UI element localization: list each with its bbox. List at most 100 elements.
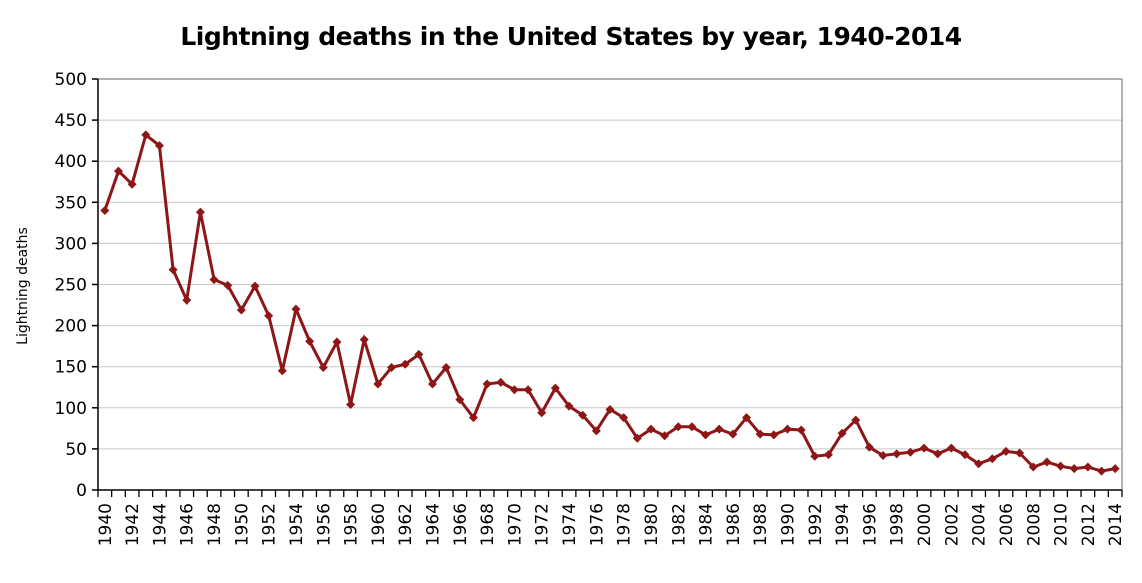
data-point-marker (782, 424, 792, 434)
x-tick-label: 1960 (369, 503, 389, 546)
x-tick-label: 2012 (1079, 503, 1099, 546)
data-point-marker (1001, 446, 1011, 456)
x-tick-label: 1966 (451, 503, 471, 546)
x-tick-label: 2010 (1052, 503, 1072, 546)
data-point-marker (769, 430, 779, 440)
data-point-marker (455, 395, 465, 405)
data-point-marker (878, 450, 888, 460)
x-tick-label: 2002 (942, 503, 962, 546)
data-point-marker (1028, 462, 1038, 472)
data-point-marker (933, 449, 943, 459)
x-tick-label: 1998 (888, 503, 908, 546)
data-point-marker (632, 433, 642, 443)
data-point-marker (236, 305, 246, 315)
data-point-marker (851, 415, 861, 425)
data-point-marker (182, 295, 192, 305)
x-tick-label: 1986 (724, 503, 744, 546)
y-tick-label: 50 (65, 440, 87, 460)
y-tick-label: 250 (55, 276, 87, 296)
data-point-marker (701, 430, 711, 440)
y-axis-title: Lightning deaths (15, 227, 31, 345)
data-point-marker (892, 449, 902, 459)
data-point-marker (796, 425, 806, 435)
x-tick-label: 1996 (860, 503, 880, 546)
x-tick-label: 2004 (970, 503, 990, 546)
data-point-marker (537, 408, 547, 418)
y-tick-label: 0 (76, 481, 87, 501)
data-point-marker (728, 429, 738, 439)
data-point-marker (223, 280, 233, 290)
data-point-marker (987, 454, 997, 464)
x-tick-label: 1952 (260, 503, 280, 546)
data-point-marker (496, 377, 506, 387)
data-point-marker (1083, 462, 1093, 472)
data-point-marker (1015, 448, 1025, 458)
data-point-marker (646, 424, 656, 434)
x-tick-label: 1974 (560, 503, 580, 546)
data-point-marker (127, 179, 137, 189)
data-point-marker (250, 281, 260, 291)
x-tick-label: 1946 (178, 503, 198, 546)
data-point-marker (564, 401, 574, 411)
data-point-marker (605, 404, 615, 414)
data-point-marker (154, 141, 164, 151)
x-tick-label: 1978 (615, 503, 635, 546)
data-point-marker (1097, 466, 1107, 476)
x-tick-label: 1990 (778, 503, 798, 546)
x-tick-label: 1958 (342, 503, 362, 546)
x-tick-label: 2000 (915, 503, 935, 546)
series-line (103, 132, 1116, 473)
x-tick-label: 1976 (587, 503, 607, 546)
data-point-marker (1056, 461, 1066, 471)
x-tick-label: 1982 (669, 503, 689, 546)
data-point-marker (509, 385, 519, 395)
y-tick-label: 100 (55, 399, 87, 419)
x-tick-label: 1984 (697, 503, 717, 546)
data-point-marker (387, 363, 397, 373)
data-point-marker (305, 336, 315, 346)
data-point-marker (373, 379, 383, 389)
data-point-marker (400, 359, 410, 369)
data-point-marker (414, 349, 424, 359)
chart-title: Lightning deaths in the United States by… (180, 22, 962, 51)
data-point-marker (837, 428, 847, 438)
data-point-marker (619, 413, 629, 423)
data-point-marker (578, 410, 588, 420)
data-point-marker (687, 422, 697, 432)
data-point-marker (550, 383, 560, 393)
data-point-marker (318, 363, 328, 373)
y-tick-label: 350 (55, 193, 87, 213)
data-point-marker (441, 363, 451, 373)
data-point-marker (523, 385, 533, 395)
x-tick-label: 1992 (806, 503, 826, 546)
x-tick-label: 1950 (232, 503, 252, 546)
x-tick-label: 1988 (751, 503, 771, 546)
data-point-marker (1042, 457, 1052, 467)
y-tick-label: 200 (55, 317, 87, 337)
data-point-marker (277, 366, 287, 376)
x-tick-label: 1956 (314, 503, 334, 546)
data-point-marker (168, 265, 178, 275)
data-point-marker (974, 459, 984, 469)
data-point-marker (755, 429, 765, 439)
x-tick-label: 1968 (478, 503, 498, 546)
y-tick-label: 400 (55, 152, 87, 172)
data-point-marker (141, 130, 151, 140)
data-point-marker (332, 337, 342, 347)
data-point-marker (195, 207, 205, 217)
x-tick-label: 1980 (642, 503, 662, 546)
data-point-marker (660, 431, 670, 441)
x-tick-label: 1944 (150, 503, 170, 546)
data-point-marker (823, 450, 833, 460)
y-tick-label: 300 (55, 234, 87, 254)
x-tick-label: 2006 (997, 503, 1017, 546)
data-point-marker (810, 451, 820, 461)
data-point-marker (742, 413, 752, 423)
data-point-marker (946, 443, 956, 453)
x-tick-label: 1948 (205, 503, 225, 546)
x-tick-label: 1962 (396, 503, 416, 546)
data-point-marker (291, 304, 301, 314)
data-point-marker (1110, 464, 1120, 474)
